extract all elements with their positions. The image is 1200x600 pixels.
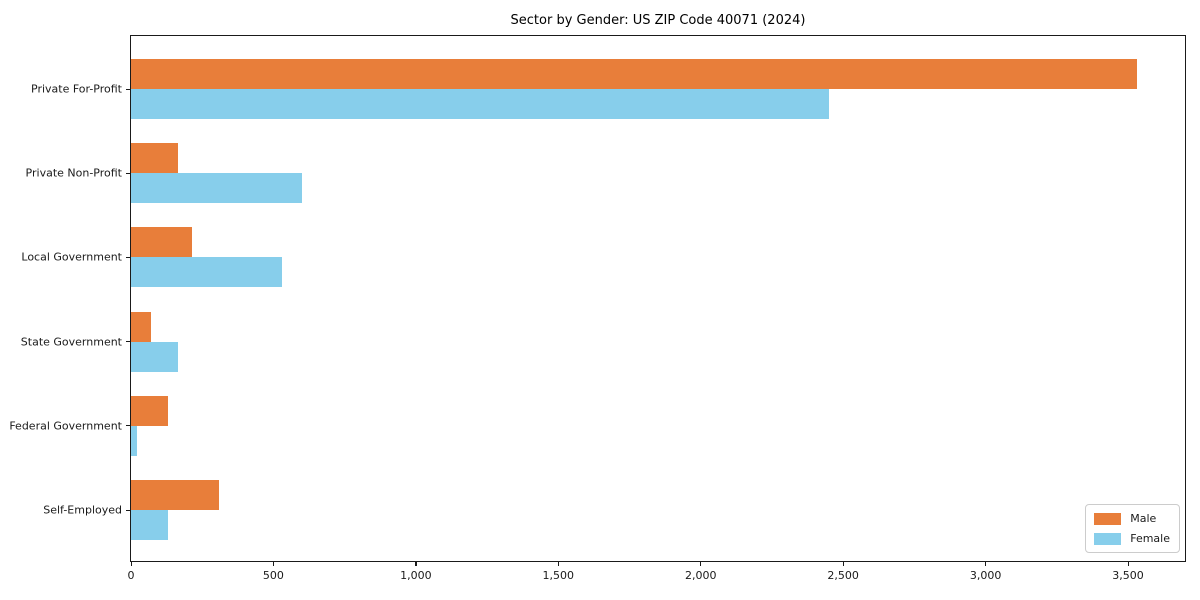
x-axis-tick [842,562,844,566]
x-axis-label-2500: 2,500 [827,569,859,582]
legend-swatch-male [1094,512,1122,525]
x-axis-label-1500: 1,500 [542,569,575,582]
y-axis-label-federal-government: Federal Government [9,419,122,433]
x-axis-tick [415,562,417,566]
legend-entry-female: Female [1094,532,1170,545]
bar-male-private-non-profit [131,143,178,174]
y-axis-label-local-government: Local Government [21,250,122,264]
x-axis-tick [272,562,275,566]
chart-title: Sector by Gender: US ZIP Code 40071 (202… [510,13,806,28]
bar-female-state-government [131,341,178,372]
y-axis-tick [126,172,130,174]
y-axis-label-private-for-profit: Private For-Profit [31,82,122,96]
legend-label-male: Male [1130,512,1157,525]
legend-entry-male: Male [1094,512,1170,525]
bar-female-private-for-profit [131,89,829,119]
x-axis-tick [700,562,702,566]
y-axis-tick [126,256,130,259]
y-axis-tick [126,425,130,427]
bar-female-self-employed [131,510,168,540]
x-axis-label-3500: 3,500 [1112,569,1144,582]
y-axis-tick [126,88,130,90]
bar-male-self-employed [131,480,220,510]
bar-female-private-non-profit [131,173,302,204]
plot-area: Male Female Private For-Profit Private Non… [9,35,1186,582]
y-axis-tick [126,341,130,343]
x-axis-tick [130,562,132,566]
bar-female-local-government [131,257,282,288]
y-axis-label-private-non-profit: Private Non-Profit [25,166,122,180]
x-axis-tick [985,562,987,566]
x-axis-label-500: 500 [262,569,284,582]
bar-male-federal-government [131,395,168,426]
y-axis-label-state-government: State Government [20,335,122,349]
x-axis-label-1000: 1,000 [400,569,432,582]
x-axis-tick [1127,562,1129,566]
x-axis-label-3000: 3,000 [969,569,1002,582]
y-axis-tick [126,509,130,511]
legend-swatch-female [1094,532,1122,545]
legend: Male Female [1085,504,1180,553]
bar-male-local-government [131,227,193,258]
x-axis-label-0: 0 [127,569,135,582]
y-axis-label-self-employed: Self-Employed [43,503,122,517]
bar-male-private-for-profit [131,59,1137,89]
legend-label-female: Female [1130,532,1170,545]
x-axis-label-2000: 2,000 [684,569,717,582]
bar-male-state-government [131,311,151,342]
bar-female-federal-government [131,425,137,456]
x-axis-tick [557,562,559,566]
